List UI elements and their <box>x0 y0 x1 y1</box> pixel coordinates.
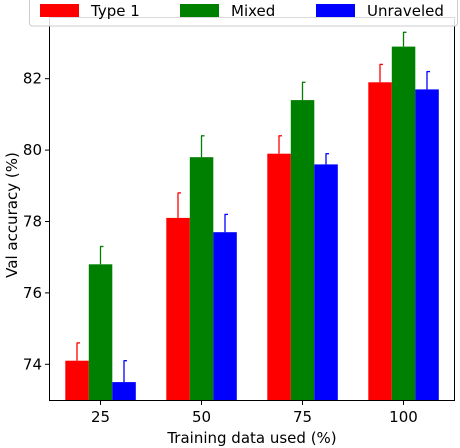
x-axis: 25 50 75 100 <box>91 400 418 426</box>
bar-unraveled-75 <box>314 164 338 400</box>
y-tick-label: 76 <box>23 284 42 302</box>
legend-swatch-type-1 <box>40 4 79 17</box>
bar-mixed-25 <box>88 264 113 400</box>
error-bars-group <box>76 31 430 383</box>
y-axis-label: Val accuracy (%) <box>3 152 21 278</box>
bar-mixed-100 <box>391 46 416 400</box>
bar-unraveled-25 <box>112 382 136 400</box>
bar-mixed-50 <box>189 157 214 400</box>
bars-group <box>65 46 439 401</box>
legend-label-mixed: Mixed <box>231 2 275 20</box>
legend-label-unraveled: Unraveled <box>367 2 444 20</box>
bar-mixed-75 <box>290 100 315 400</box>
y-tick-label: 80 <box>23 141 42 159</box>
bar-type-1-25 <box>65 360 89 400</box>
bar-unraveled-50 <box>213 232 237 400</box>
legend-label-type-1: Type 1 <box>90 2 140 20</box>
y-tick-label: 78 <box>23 213 42 231</box>
x-tick-label: 75 <box>293 408 312 426</box>
bar-type-1-75 <box>267 153 291 400</box>
legend: Type 1 Mixed Unraveled <box>29 0 458 27</box>
y-tick-label: 74 <box>23 355 42 373</box>
bar-unraveled-100 <box>415 89 439 401</box>
bar-type-1-100 <box>368 82 392 401</box>
x-tick-label: 50 <box>192 408 211 426</box>
y-tick-label: 82 <box>23 70 42 88</box>
y-axis: 74 76 78 80 82 <box>23 70 50 373</box>
bar-type-1-50 <box>166 217 190 400</box>
x-tick-label: 100 <box>389 408 418 426</box>
legend-swatch-mixed <box>180 4 219 17</box>
x-axis-label: Training data used (%) <box>166 429 336 447</box>
x-tick-label: 25 <box>91 408 110 426</box>
legend-swatch-unraveled <box>316 4 355 17</box>
